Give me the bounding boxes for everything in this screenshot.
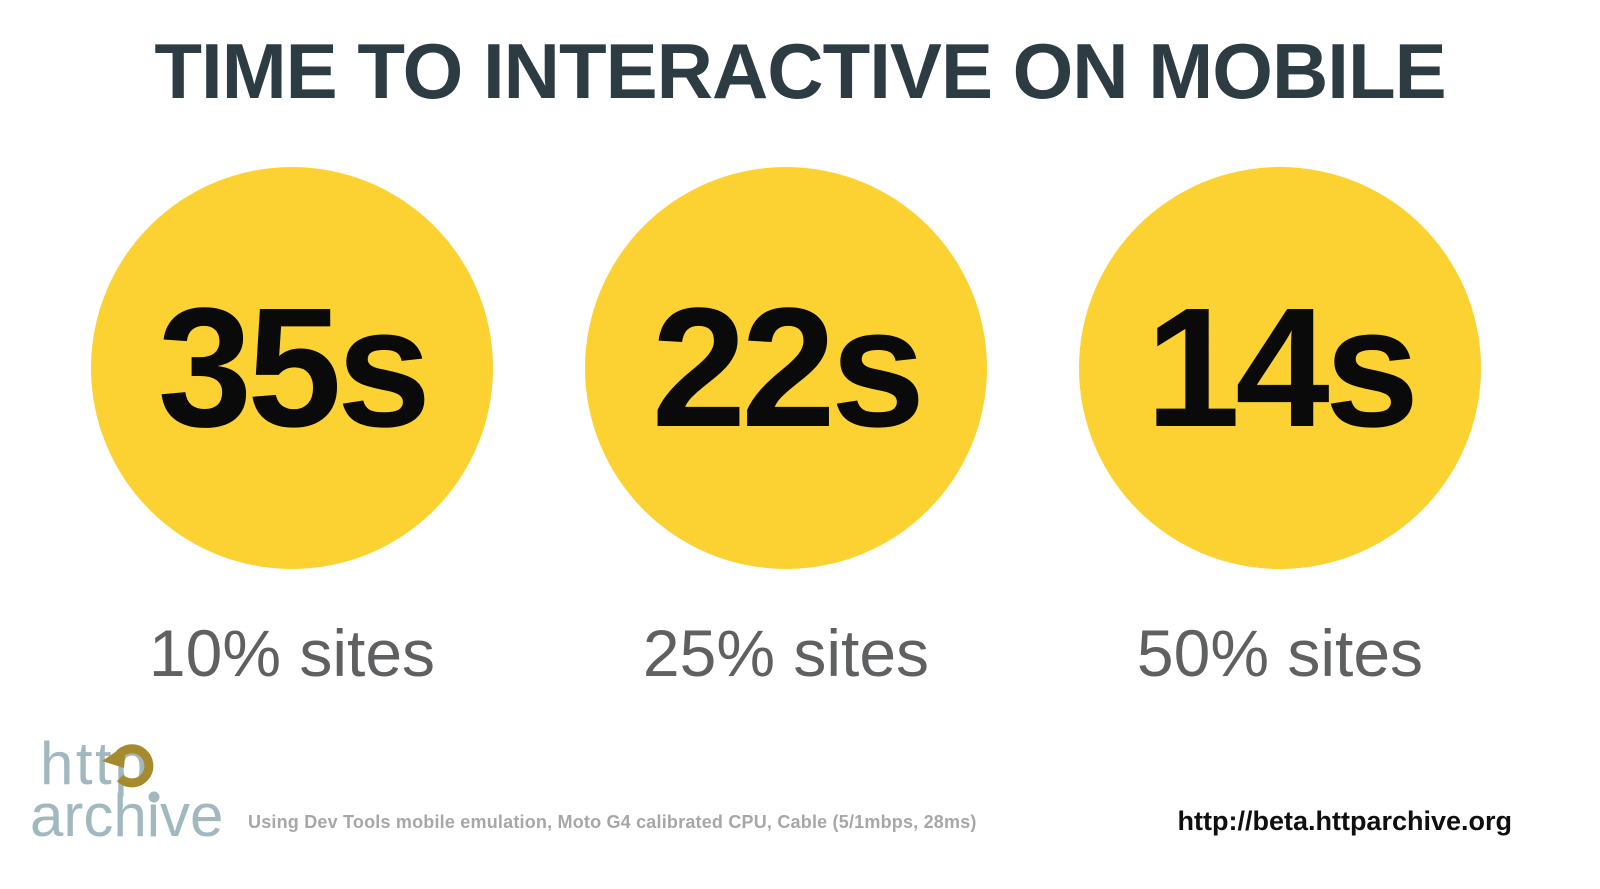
stats-row: 35s 10% sites 22s 25% sites 14s 50% site… [0, 167, 1600, 688]
stat-column-25pct: 22s 25% sites [585, 167, 987, 688]
stat-column-10pct: 35s 10% sites [91, 167, 493, 688]
logo-loop-arrow-icon [102, 744, 154, 788]
page-title: TIME TO INTERACTIVE ON MOBILE [154, 27, 1446, 115]
stat-percentile-label: 10% sites [148, 616, 436, 690]
httparchive-logo: http archive [30, 723, 280, 848]
stat-circle-10pct: 35s [91, 167, 493, 569]
methodology-note: Using Dev Tools mobile emulation, Moto G… [248, 812, 977, 832]
site-url: http://beta.httparchive.org [1177, 806, 1512, 836]
stat-circle-50pct: 14s [1079, 167, 1481, 569]
stat-percentile-label: 50% sites [1136, 616, 1424, 690]
stat-time-value: 14s [1145, 273, 1420, 463]
logo-text-archive: archive [30, 782, 223, 848]
stat-time-value: 22s [651, 273, 926, 463]
logo-dot [148, 791, 160, 803]
stat-column-50pct: 14s 50% sites [1079, 167, 1481, 688]
stat-percentile-label: 25% sites [642, 616, 930, 690]
stat-time-value: 35s [157, 273, 432, 463]
stat-circle-25pct: 22s [585, 167, 987, 569]
